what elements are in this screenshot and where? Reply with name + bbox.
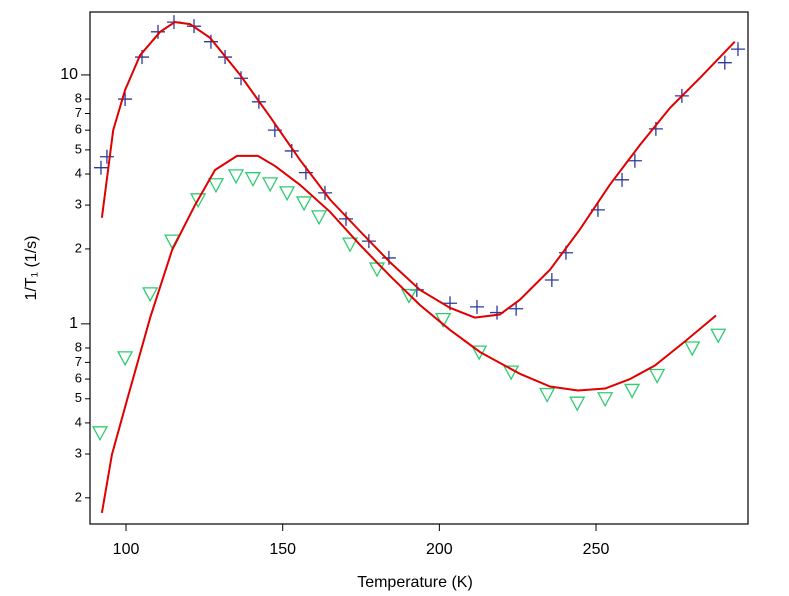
y-tick-label: 4 xyxy=(75,165,82,180)
data-point xyxy=(117,351,134,367)
y-axis-title: 1/T₁ (1/s) xyxy=(23,236,40,301)
data-point xyxy=(539,387,556,403)
data-point xyxy=(262,177,279,193)
y-tick-label: 7 xyxy=(75,354,82,369)
data-point xyxy=(99,149,114,164)
y-tick-label: 8 xyxy=(75,339,82,354)
y-tick-label: 5 xyxy=(75,141,82,156)
data-point xyxy=(509,301,524,316)
y-tick-label: 1 xyxy=(69,315,78,332)
x-tick-label: 250 xyxy=(583,541,610,558)
y-tick-label: 5 xyxy=(75,390,82,405)
data-point xyxy=(381,250,396,265)
data-point xyxy=(310,210,328,226)
data-point xyxy=(597,392,614,408)
x-axis-title: Temperature (K) xyxy=(357,574,473,591)
data-point xyxy=(569,396,586,412)
data-point xyxy=(717,55,732,70)
y-tick-label: 6 xyxy=(75,371,82,386)
data-point xyxy=(710,328,727,344)
x-tick-label: 200 xyxy=(426,541,453,558)
y-tick-label: 4 xyxy=(75,414,82,429)
y-tick-label: 3 xyxy=(75,445,82,460)
data-point xyxy=(730,42,745,57)
data-point xyxy=(649,368,666,384)
data-point xyxy=(338,211,353,226)
data-point xyxy=(142,287,159,303)
data-point xyxy=(615,172,630,187)
data-point xyxy=(623,383,641,399)
data-point xyxy=(93,160,108,175)
data-point xyxy=(234,71,249,86)
data-point xyxy=(244,172,262,188)
data-point xyxy=(227,169,245,185)
data-point xyxy=(400,288,418,304)
data-point xyxy=(469,299,484,314)
fit-line xyxy=(100,21,736,319)
y-tick-label: 2 xyxy=(75,240,82,255)
data-point xyxy=(190,193,207,209)
y-tick-label: 8 xyxy=(75,90,82,105)
fit-line xyxy=(100,154,717,514)
data-point xyxy=(368,262,386,278)
x-tick-label: 150 xyxy=(269,541,296,558)
data-point xyxy=(627,153,642,168)
data-point xyxy=(207,178,225,194)
data-point xyxy=(295,196,313,212)
x-tick-label: 100 xyxy=(113,541,140,558)
data-point xyxy=(150,24,165,39)
data-point xyxy=(91,426,109,442)
data-point xyxy=(544,273,559,288)
y-tick-label: 2 xyxy=(75,489,82,504)
data-point xyxy=(503,365,520,381)
data-point xyxy=(341,237,359,253)
data-point xyxy=(284,143,299,158)
y-tick-label: 7 xyxy=(75,105,82,120)
y-tick-label: 6 xyxy=(75,122,82,137)
data-point xyxy=(118,92,133,107)
plot-frame xyxy=(89,11,749,525)
data-point xyxy=(203,34,218,49)
data-point xyxy=(684,341,701,357)
data-point xyxy=(278,186,296,202)
y-tick-label: 10 xyxy=(60,66,78,83)
y-tick-label: 3 xyxy=(75,197,82,212)
